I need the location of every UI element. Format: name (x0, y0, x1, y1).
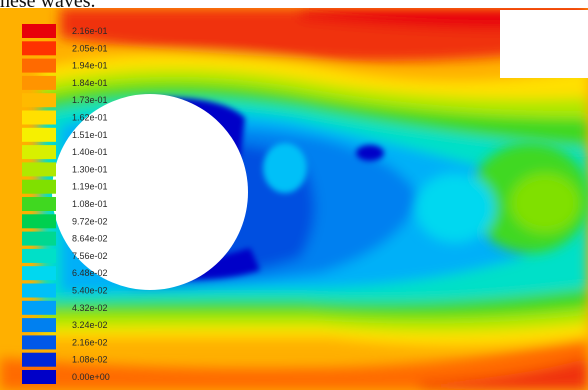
caption-fragment: hese waves. (0, 0, 96, 12)
legend-label: 4.32e-02 (72, 303, 108, 313)
legend-swatch (22, 231, 56, 246)
legend-swatch (22, 352, 56, 367)
legend-swatch (22, 283, 56, 298)
legend-label: 8.64e-02 (72, 234, 108, 244)
legend-swatch (22, 127, 56, 142)
legend-label: 2.16e-02 (72, 337, 108, 347)
legend-swatch (22, 318, 56, 333)
legend-label: 1.84e-01 (72, 78, 108, 88)
contour-figure: 2.16e-01 2.05e-01 1.94e-01 1.84e-01 1.73e-01… (0, 8, 588, 390)
legend-label: 1.51e-01 (72, 130, 108, 140)
legend-label: 2.05e-01 (72, 43, 108, 53)
legend-swatch (22, 248, 56, 263)
legend-swatch (22, 214, 56, 229)
blank-region (500, 10, 588, 78)
legend-swatch (22, 24, 56, 38)
legend-label: 5.40e-02 (72, 286, 108, 296)
legend-swatch (22, 197, 56, 211)
legend-swatch (22, 110, 56, 125)
legend-swatch (22, 335, 56, 350)
legend-label: 9.72e-02 (72, 216, 108, 226)
velocity-contour-field (0, 8, 588, 390)
legend-label: 1.40e-01 (72, 147, 108, 157)
legend-label: 7.56e-02 (72, 251, 108, 261)
legend-label: 1.08e-01 (72, 199, 108, 209)
legend-swatch (22, 58, 56, 73)
legend-swatch (22, 75, 56, 90)
legend-label: 1.08e-02 (72, 355, 108, 365)
legend-label: 1.30e-01 (72, 164, 108, 174)
legend-label: 1.73e-01 (72, 95, 108, 105)
legend-label: 1.94e-01 (72, 61, 108, 71)
legend-label: 3.24e-02 (72, 320, 108, 330)
legend-swatch (22, 41, 56, 56)
legend-swatch (22, 370, 56, 384)
legend-swatch (22, 179, 56, 194)
legend-swatch (22, 300, 56, 315)
legend-swatch (22, 266, 56, 281)
legend-swatch (22, 93, 56, 108)
legend-label: 0.00e+00 (72, 372, 110, 382)
cylinder (52, 94, 248, 290)
color-legend: 2.16e-01 2.05e-01 1.94e-01 1.84e-01 1.73e-01… (22, 24, 110, 384)
legend-label: 1.19e-01 (72, 182, 108, 192)
legend-label: 1.62e-01 (72, 113, 108, 123)
legend-swatch (22, 162, 56, 177)
legend-swatch (22, 145, 56, 160)
legend-label: 6.48e-02 (72, 268, 108, 278)
legend-label: 2.16e-01 (72, 26, 108, 36)
